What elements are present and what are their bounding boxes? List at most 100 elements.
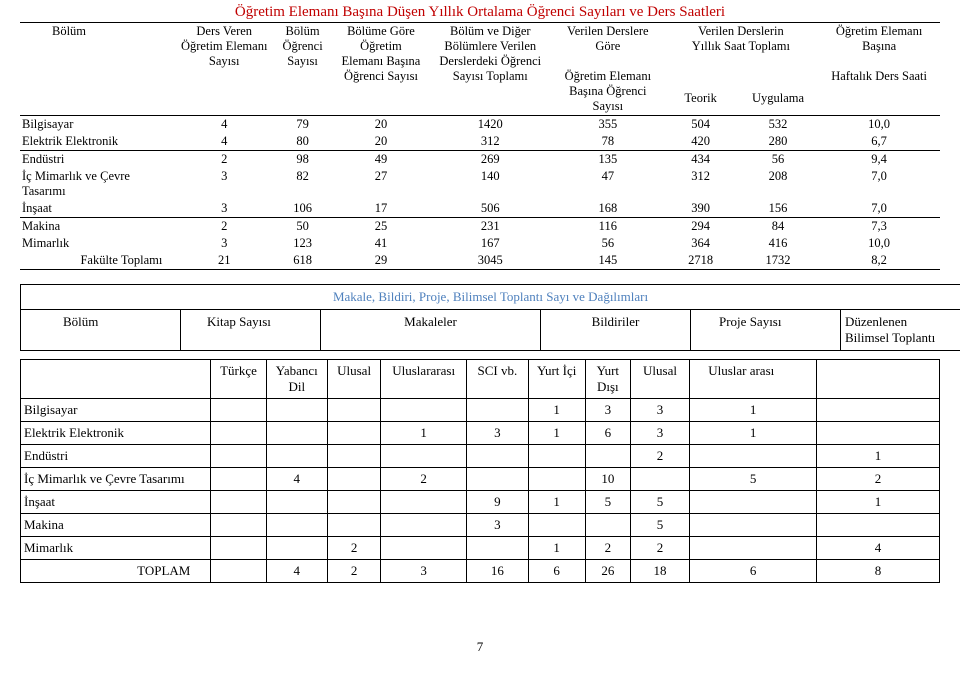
t3-r3-6: 10 <box>585 468 630 491</box>
t3-r6-5: 1 <box>528 537 585 560</box>
t1-r2-6: 56 <box>738 151 818 169</box>
t1-r4-2: 17 <box>334 200 429 218</box>
t3-r1-5: 1 <box>528 422 585 445</box>
t3-r6-1 <box>266 537 327 560</box>
table1: Bölüm Ders Veren Öğretim Elemanı Sayısı … <box>20 22 940 270</box>
t1-r7-7: 8,2 <box>818 252 940 270</box>
t3-r0-3 <box>381 399 467 422</box>
t1-r5-b: Makina <box>20 218 177 236</box>
t1-r2-0: 2 <box>177 151 272 169</box>
t1-h-c7: Öğretim Elemanı Başına Haftalık Ders Saa… <box>818 23 940 116</box>
t3-hh9: Uluslar arası <box>690 360 817 399</box>
t3-r5-4: 3 <box>467 514 528 537</box>
t2-h5: Düzenlenen Bilimsel Toplantı <box>841 310 960 351</box>
t3-hh2: Yabancı Dil <box>266 360 327 399</box>
t3-r0-b: Bilgisayar <box>21 399 211 422</box>
t1-r1-1: 80 <box>272 133 334 151</box>
t1-r2-1: 98 <box>272 151 334 169</box>
t1-h-c3: Bölüme Göre Öğretim Elemanı Başına Öğren… <box>334 23 429 116</box>
t3-hh6: Yurt İçi <box>528 360 585 399</box>
t1-r4-0: 3 <box>177 200 272 218</box>
t1-r5-1: 50 <box>272 218 334 236</box>
t1-r6-4: 56 <box>552 235 663 252</box>
t1-r7-2: 29 <box>334 252 429 270</box>
t3-r5-5 <box>528 514 585 537</box>
t1-r1-2: 20 <box>334 133 429 151</box>
t3-r4-0 <box>211 491 266 514</box>
t1-r3-0: 3 <box>177 168 272 200</box>
t3-r3-9: 2 <box>817 468 940 491</box>
t3-r7-3: 3 <box>381 560 467 583</box>
t1-r0-0: 4 <box>177 116 272 134</box>
t3-r7-4: 16 <box>467 560 528 583</box>
t1-r7-3: 3045 <box>428 252 552 270</box>
t1-r0-5: 504 <box>664 116 738 134</box>
t2-h0: Bölüm <box>21 310 181 351</box>
t3-r0-5: 1 <box>528 399 585 422</box>
t2-h2: Makaleler <box>321 310 541 351</box>
t3-r1-1 <box>266 422 327 445</box>
t1-r3-2: 27 <box>334 168 429 200</box>
t1-r3-b: İç Mimarlık ve Çevre Tasarımı <box>20 168 177 200</box>
t3-r4-1 <box>266 491 327 514</box>
t1-r6-7: 10,0 <box>818 235 940 252</box>
t3-r4-9: 1 <box>817 491 940 514</box>
t1-r3-4: 47 <box>552 168 663 200</box>
t3-r2-1 <box>266 445 327 468</box>
t3-r7-0 <box>211 560 266 583</box>
t3-r5-7: 5 <box>630 514 689 537</box>
t3-r2-7: 2 <box>630 445 689 468</box>
t1-r2-3: 269 <box>428 151 552 169</box>
t3-r0-8: 1 <box>690 399 817 422</box>
t1-r0-3: 1420 <box>428 116 552 134</box>
t3-r0-1 <box>266 399 327 422</box>
t3-r3-4 <box>467 468 528 491</box>
t3-r3-3: 2 <box>381 468 467 491</box>
t3-r1-3: 1 <box>381 422 467 445</box>
t3-r3-5 <box>528 468 585 491</box>
t1-r2-7: 9,4 <box>818 151 940 169</box>
t3-r2-9: 1 <box>817 445 940 468</box>
t3-r5-b: Makina <box>21 514 211 537</box>
t1-r0-1: 79 <box>272 116 334 134</box>
t1-r2-2: 49 <box>334 151 429 169</box>
t3-r4-2 <box>327 491 380 514</box>
t1-r5-6: 84 <box>738 218 818 236</box>
t1-r7-0: 21 <box>177 252 272 270</box>
table2-title: Makale, Bildiri, Proje, Bilimsel Toplant… <box>21 285 960 310</box>
t3-r5-9 <box>817 514 940 537</box>
t3-r3-7 <box>630 468 689 491</box>
t1-r4-b: İnşaat <box>20 200 177 218</box>
t2-h4: Proje Sayısı <box>691 310 841 351</box>
t3-r0-4 <box>467 399 528 422</box>
t1-r0-6: 532 <box>738 116 818 134</box>
t1-r5-4: 116 <box>552 218 663 236</box>
t1-r0-4: 355 <box>552 116 663 134</box>
t3-hh10 <box>817 360 940 399</box>
t3-r5-3 <box>381 514 467 537</box>
t3-r6-0 <box>211 537 266 560</box>
t3-r2-6 <box>585 445 630 468</box>
t3-r1-8: 1 <box>690 422 817 445</box>
t3-r2-4 <box>467 445 528 468</box>
t3-r0-2 <box>327 399 380 422</box>
t1-r1-6: 280 <box>738 133 818 151</box>
t1-r6-1: 123 <box>272 235 334 252</box>
t3-hh1: Türkçe <box>211 360 266 399</box>
t3-r2-0 <box>211 445 266 468</box>
t1-r0-b: Bilgisayar <box>20 116 177 134</box>
t1-r5-7: 7,3 <box>818 218 940 236</box>
t1-r3-3: 140 <box>428 168 552 200</box>
t3-r6-3 <box>381 537 467 560</box>
t3-hh5: SCI vb. <box>467 360 528 399</box>
table1-title: Öğretim Elemanı Başına Düşen Yıllık Orta… <box>20 4 940 21</box>
t3-r2-5 <box>528 445 585 468</box>
t3-r4-4: 9 <box>467 491 528 514</box>
t3-hh7: Yurt Dışı <box>585 360 630 399</box>
t1-r5-2: 25 <box>334 218 429 236</box>
t3-r1-0 <box>211 422 266 445</box>
t1-r7-5: 2718 <box>664 252 738 270</box>
t3-hh8: Ulusal <box>630 360 689 399</box>
t1-r0-2: 20 <box>334 116 429 134</box>
t3-r7-6: 26 <box>585 560 630 583</box>
